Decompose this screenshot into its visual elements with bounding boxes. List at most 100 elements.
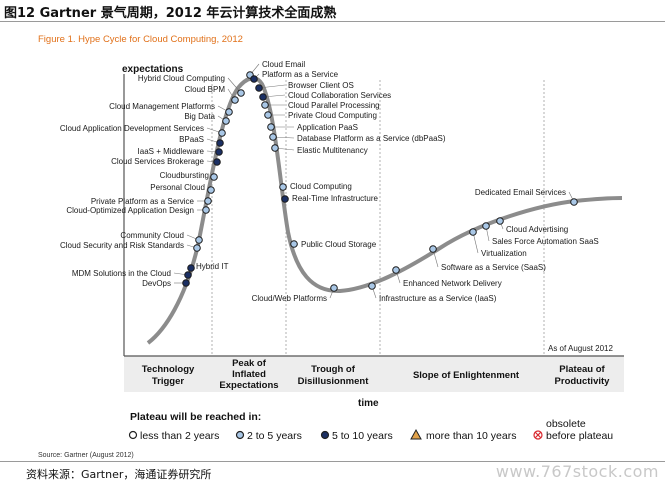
- legend-label: more than 10 years: [426, 430, 516, 442]
- technology-label: Cloud Advertising: [506, 225, 568, 234]
- technology-marker: [207, 186, 215, 194]
- technology-marker: [368, 282, 376, 290]
- technology-label: Hybrid Cloud Computing: [138, 74, 225, 83]
- technology-label: Community Cloud: [120, 231, 184, 240]
- technology-marker: [237, 89, 245, 97]
- technology-label: Cloud Services Brokerage: [111, 157, 204, 166]
- legend-label: 2 to 5 years: [247, 430, 302, 442]
- phase-label: Technology: [142, 364, 195, 375]
- legend-marker-white: [128, 430, 138, 440]
- phase-label: Inflated: [232, 369, 266, 380]
- figure-caption: Figure 1. Hype Cycle for Cloud Computing…: [38, 34, 243, 45]
- legend-label: before plateau: [546, 430, 613, 442]
- technology-marker: [261, 101, 269, 109]
- technology-marker: [225, 108, 233, 116]
- technology-marker: [250, 75, 258, 83]
- legend-label: obsolete: [546, 418, 586, 430]
- technology-label: Personal Cloud: [150, 183, 205, 192]
- technology-label: Hybrid IT: [196, 262, 229, 271]
- technology-marker: [187, 264, 195, 272]
- technology-label: DevOps: [142, 279, 171, 288]
- technology-marker: [222, 117, 230, 125]
- footer-divider: [0, 461, 665, 462]
- phase-label: Disillusionment: [298, 376, 370, 387]
- legend-marker-light: [235, 430, 245, 440]
- phase-label: Plateau of: [559, 364, 605, 375]
- technology-label: Application PaaS: [297, 123, 358, 132]
- technology-label: Infrastructure as a Service (IaaS): [379, 294, 497, 303]
- technology-marker: [271, 144, 279, 152]
- technology-label: Cloud Management Platforms: [109, 102, 215, 111]
- technology-marker: [429, 245, 437, 253]
- technology-marker: [482, 222, 490, 230]
- technology-marker: [202, 206, 210, 214]
- footer-source: 资料来源：Gartner，海通证券研究所: [26, 468, 212, 481]
- technology-marker: [290, 240, 298, 248]
- technology-marker: [264, 111, 272, 119]
- technology-marker: [184, 271, 192, 279]
- technology-label: Real-Time Infrastructure: [292, 194, 379, 203]
- technology-label: Cloud BPM: [185, 85, 226, 94]
- technology-marker: [469, 228, 477, 236]
- technology-marker: [392, 266, 400, 274]
- legend-label: 5 to 10 years: [332, 430, 393, 442]
- technology-label: Cloud Email: [262, 60, 305, 69]
- technology-marker: [213, 158, 221, 166]
- technology-marker: [269, 133, 277, 141]
- technology-marker: [496, 217, 504, 225]
- technology-marker: [330, 284, 338, 292]
- technology-marker: [218, 129, 226, 137]
- watermark: www.767stock.com: [495, 462, 659, 481]
- legend-label: less than 2 years: [140, 430, 219, 442]
- technology-label: Dedicated Email Services: [475, 188, 566, 197]
- phase-label: Peak of: [232, 358, 267, 369]
- technology-label: IaaS + Middleware: [138, 147, 205, 156]
- phase-label: Trigger: [152, 376, 185, 387]
- technology-label: Cloudbursting: [160, 171, 209, 180]
- figure-source: Source: Gartner (August 2012): [38, 452, 134, 459]
- technology-label: Database Platform as a Service (dbPaaS): [297, 134, 446, 143]
- phase-band: [124, 356, 624, 392]
- legend: less than 2 years 2 to 5 years 5 to 10 y…: [128, 418, 613, 442]
- title-divider: [0, 21, 665, 22]
- phase-label: Trough of: [311, 364, 356, 375]
- technology-marker: [204, 197, 212, 205]
- technology-label: Sales Force Automation SaaS: [492, 237, 599, 246]
- technology-label: Private Platform as a Service: [91, 197, 195, 206]
- phase-label: Productivity: [555, 376, 611, 387]
- technology-label: Browser Client OS: [288, 81, 354, 90]
- technology-marker: [267, 123, 275, 131]
- technology-marker: [195, 236, 203, 244]
- technology-marker: [255, 84, 263, 92]
- technology-label: Elastic Multitenancy: [297, 146, 368, 155]
- technology-label: Big Data: [184, 112, 215, 121]
- technology-marker: [210, 173, 218, 181]
- hype-curve: [146, 76, 623, 345]
- technology-label: Software as a Service (SaaS): [441, 263, 546, 272]
- technology-label: BPaaS: [179, 135, 204, 144]
- legend-marker-dark: [320, 430, 330, 440]
- page-title: 图12 Gartner 景气周期，2012 年云计算技术全面成熟: [4, 6, 337, 21]
- obsolete-x-icon: [535, 432, 541, 438]
- technology-label: Enhanced Network Delivery: [403, 279, 502, 288]
- technology-label: Cloud Security and Risk Standards: [60, 241, 184, 250]
- technology-label: Public Cloud Storage: [301, 240, 377, 249]
- technology-marker: [182, 279, 190, 287]
- technology-marker: [281, 195, 289, 203]
- y-axis-label: expectations: [122, 64, 184, 75]
- technology-markers: Hybrid Cloud Computing Cloud BPM Cloud Man…: [60, 60, 599, 303]
- technology-marker: [215, 148, 223, 156]
- technology-label: Cloud Collaboration Services: [288, 91, 391, 100]
- legend-heading: Plateau will be reached in:: [130, 411, 261, 423]
- technology-label: MDM Solutions in the Cloud: [72, 269, 171, 278]
- technology-label: Platform as a Service: [262, 70, 339, 79]
- technology-label: Cloud/Web Platforms: [252, 294, 327, 303]
- technology-label: Private Cloud Computing: [288, 111, 377, 120]
- technology-marker: [279, 183, 287, 191]
- phase-label: Slope of Enlightenment: [413, 370, 520, 381]
- leader-line: [258, 84, 286, 89]
- technology-marker: [259, 93, 267, 101]
- technology-marker: [193, 244, 201, 252]
- as-of-date: As of August 2012: [548, 344, 613, 353]
